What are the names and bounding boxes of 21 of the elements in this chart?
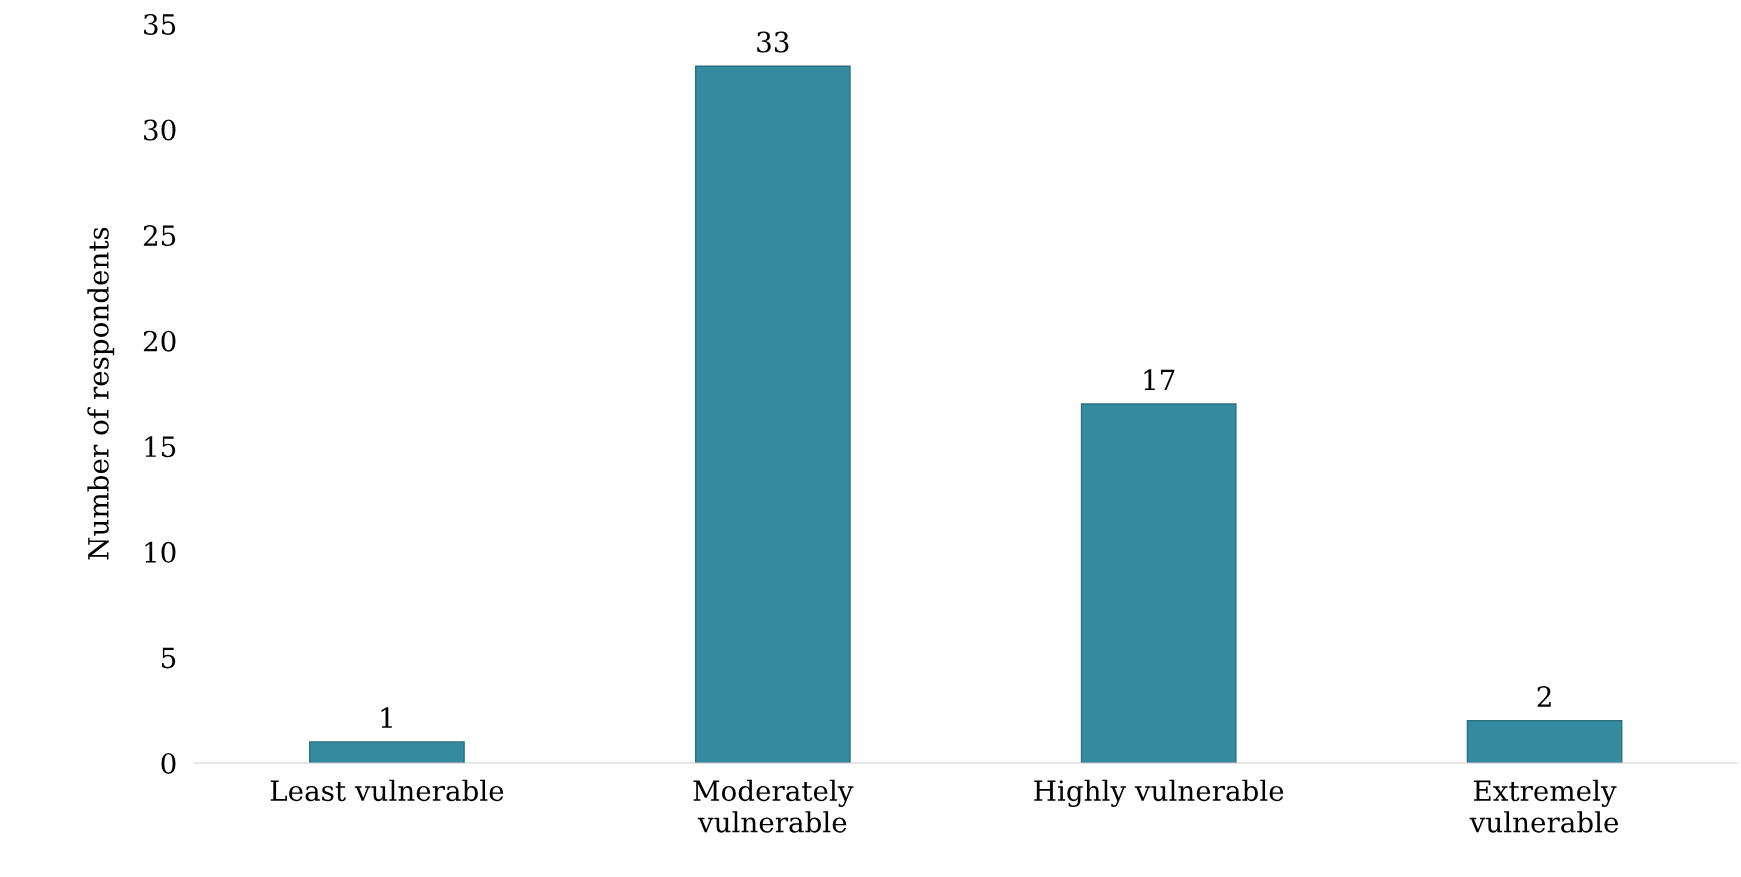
x-tick-label: Highly vulnerable	[1034, 779, 1284, 807]
x-tick-label: Extremely vulnerable	[1469, 779, 1619, 833]
y-axis-title: Number of respondents	[87, 227, 115, 560]
y-tick-label: 5	[162, 647, 176, 669]
y-tick-label: 20	[143, 330, 176, 352]
bar	[1466, 720, 1623, 763]
y-tick-label: 30	[144, 119, 176, 141]
bar	[1080, 403, 1237, 763]
y-tick-label: 25	[143, 225, 176, 247]
bar	[309, 741, 465, 763]
y-tick-label: 35	[144, 13, 176, 35]
data-label: 2	[1537, 686, 1551, 707]
x-tick-label: Least vulnerable	[270, 779, 504, 802]
y-tick-label: 0	[161, 752, 176, 774]
y-tick-label: 15	[145, 436, 176, 458]
x-tick-label: Moderately vulnerable	[693, 779, 854, 833]
y-tick-label: 10	[145, 541, 176, 563]
bar	[694, 65, 851, 763]
data-label: 1	[381, 707, 392, 728]
data-label: 33	[757, 31, 789, 53]
data-label: 17	[1144, 369, 1175, 390]
